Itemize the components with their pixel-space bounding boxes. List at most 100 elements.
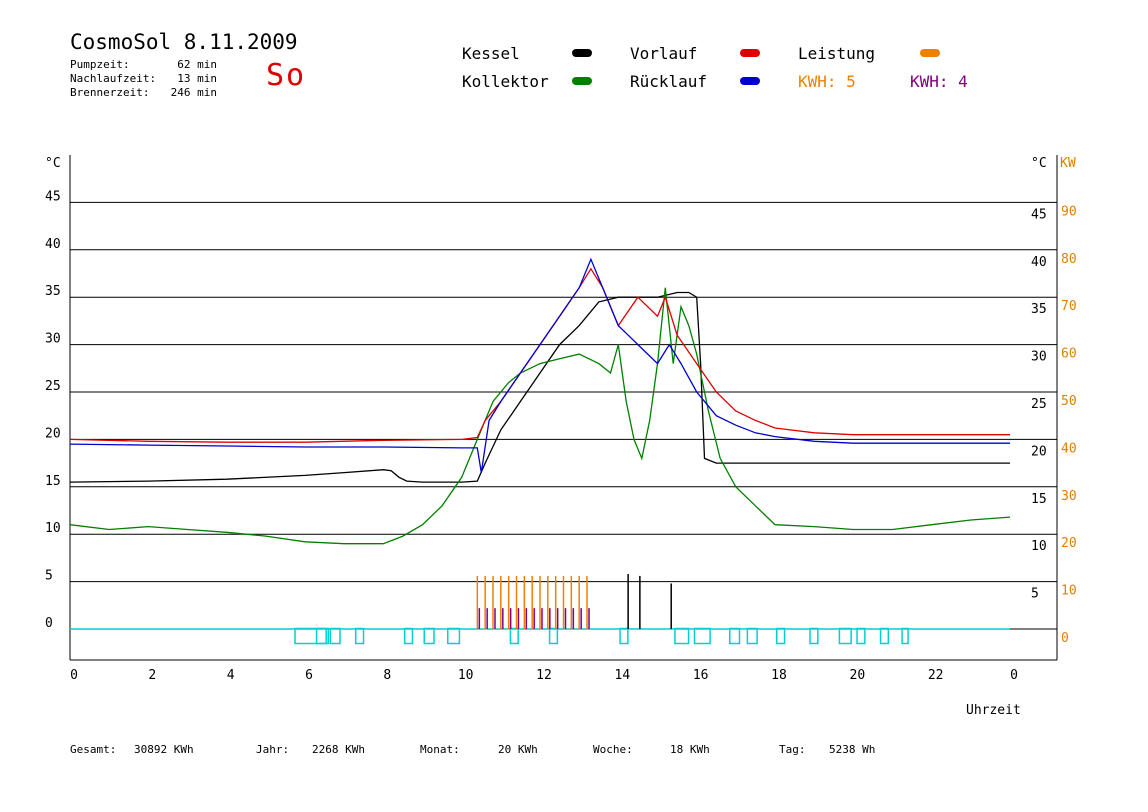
y-tick-right-kw: 60 xyxy=(1061,347,1077,362)
activity-marker xyxy=(619,627,629,645)
activity-marker xyxy=(548,627,559,645)
activity-marker xyxy=(856,627,866,645)
legend-ruecklauf-label: Rücklauf xyxy=(630,72,708,91)
y-unit-left: °C xyxy=(45,156,61,171)
x-axis-label: Uhrzeit xyxy=(966,703,1021,718)
activity-marker xyxy=(509,627,519,645)
footer-gesamt-value: 30892 KWh xyxy=(134,743,194,756)
y-tick-left: 20 xyxy=(45,426,61,441)
y-tick-right-c: 15 xyxy=(1031,492,1047,507)
x-tick: 2 xyxy=(148,668,156,683)
y-unit-right-c: °C xyxy=(1031,156,1047,171)
activity-marker xyxy=(776,627,786,645)
y-tick-right-kw: 20 xyxy=(1061,536,1077,551)
chart-title: CosmoSol 8.11.2009 xyxy=(70,30,298,54)
kwh-orange-label: KWH: 5 xyxy=(798,72,856,91)
kwh-purple-label: KWH: 4 xyxy=(910,72,968,91)
y-tick-right-kw: 10 xyxy=(1061,584,1077,599)
nachlaufzeit-label: Nachlaufzeit: xyxy=(70,72,157,85)
brennerzeit-label: Brennerzeit: xyxy=(70,86,150,99)
y-tick-left: 30 xyxy=(45,332,61,347)
x-tick: 12 xyxy=(536,668,552,683)
y-unit-right-kw: KW xyxy=(1060,156,1076,171)
activity-marker xyxy=(403,627,414,645)
legend-kollektor-label: Kollektor xyxy=(462,72,549,91)
footer-jahr-label: Jahr: xyxy=(256,743,290,756)
y-tick-left: 5 xyxy=(45,569,53,584)
x-tick: 16 xyxy=(693,668,709,683)
y-tick-right-c: 25 xyxy=(1031,397,1047,412)
x-tick: 0 xyxy=(70,668,78,683)
activity-marker xyxy=(674,627,690,645)
y-tick-right-c: 5 xyxy=(1031,587,1039,602)
activity-marker xyxy=(809,627,819,645)
x-tick: 0 xyxy=(1010,668,1018,683)
pumpzeit-value: 62 min xyxy=(177,58,217,71)
footer-monat-value: 20 KWh xyxy=(498,743,538,756)
series-line-0 xyxy=(69,291,1010,483)
x-tick: 6 xyxy=(305,668,313,683)
nachlaufzeit-value: 13 min xyxy=(177,72,217,85)
y-tick-right-c: 20 xyxy=(1031,444,1047,459)
y-tick-left: 40 xyxy=(45,237,61,252)
activity-marker xyxy=(729,627,741,645)
series-line-3 xyxy=(69,257,1010,473)
y-tick-right-c: 10 xyxy=(1031,539,1047,554)
y-tick-right-c: 35 xyxy=(1031,302,1047,317)
y-tick-right-kw: 50 xyxy=(1061,394,1077,409)
y-tick-left: 35 xyxy=(45,284,61,299)
y-tick-right-kw: 90 xyxy=(1061,204,1077,219)
y-tick-right-kw: 80 xyxy=(1061,252,1077,267)
legend-vorlauf-label: Vorlauf xyxy=(630,44,698,63)
y-tick-left: 25 xyxy=(45,379,61,394)
activity-marker xyxy=(329,627,341,645)
series-line-1 xyxy=(69,287,1011,545)
legend-kessel-swatch xyxy=(572,49,592,57)
legend-vorlauf-swatch xyxy=(740,49,760,57)
footer-woche-value: 18 KWh xyxy=(670,743,710,756)
activity-marker xyxy=(315,627,329,645)
legend-kessel-label: Kessel xyxy=(462,44,520,63)
y-tick-right-kw: 0 xyxy=(1061,631,1069,646)
activity-marker xyxy=(838,627,852,645)
activity-marker xyxy=(879,627,890,645)
weekday-label: So xyxy=(266,58,307,93)
footer-tag-label: Tag: xyxy=(779,743,806,756)
x-tick: 10 xyxy=(458,668,474,683)
legend-ruecklauf-swatch xyxy=(740,77,760,85)
x-tick: 4 xyxy=(227,668,235,683)
footer-tag-value: 5238 Wh xyxy=(829,743,876,756)
legend-kollektor-swatch xyxy=(572,77,592,85)
activity-marker xyxy=(423,627,435,645)
brennerzeit-value: 246 min xyxy=(170,86,217,99)
activity-marker xyxy=(901,627,909,645)
y-tick-right-kw: 30 xyxy=(1061,489,1077,504)
x-tick: 14 xyxy=(615,668,631,683)
pumpzeit-label: Pumpzeit: xyxy=(70,58,130,71)
x-tick: 18 xyxy=(771,668,787,683)
y-tick-right-c: 40 xyxy=(1031,255,1047,270)
y-tick-right-c: 45 xyxy=(1031,207,1047,222)
activity-marker xyxy=(294,627,327,645)
activity-marker xyxy=(746,627,758,645)
activity-marker xyxy=(693,627,711,645)
footer-gesamt-label: Gesamt: xyxy=(70,743,117,756)
y-tick-right-c: 30 xyxy=(1031,350,1047,365)
series-line-2 xyxy=(69,267,1010,443)
activity-marker xyxy=(447,627,461,645)
y-tick-left: 10 xyxy=(45,521,61,536)
x-tick: 20 xyxy=(850,668,866,683)
y-tick-right-kw: 70 xyxy=(1061,299,1077,314)
x-tick: 8 xyxy=(383,668,391,683)
footer-jahr-value: 2268 KWh xyxy=(312,743,365,756)
x-tick: 22 xyxy=(928,668,944,683)
chart-area: 0510152025303540455101520253035404501020… xyxy=(45,155,1077,718)
footer-woche-label: Woche: xyxy=(593,743,633,756)
y-tick-left: 15 xyxy=(45,474,61,489)
legend-leistung-swatch xyxy=(920,49,940,57)
activity-marker xyxy=(354,627,365,645)
legend-leistung-label: Leistung xyxy=(798,44,876,63)
y-tick-right-kw: 40 xyxy=(1061,441,1077,456)
footer-monat-label: Monat: xyxy=(420,743,460,756)
y-tick-left: 0 xyxy=(45,616,53,631)
